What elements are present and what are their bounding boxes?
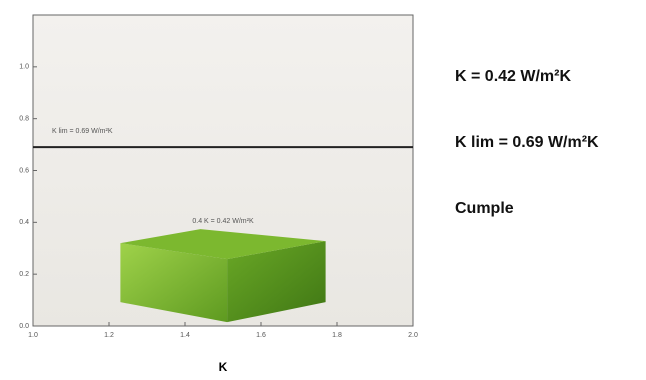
x-tick-label: 1.6 — [256, 332, 266, 339]
side-text: K = 0.42 W/m²K — [455, 68, 571, 85]
x-axis-label: K — [219, 360, 228, 374]
bar-value-label: 0.4 K = 0.42 W/m²K — [192, 218, 254, 225]
y-tick-label: 0.6 — [19, 167, 29, 174]
limit-label: K lim = 0.69 W/m²K — [52, 128, 113, 135]
y-tick-label: 0.0 — [19, 323, 29, 330]
y-tick-label: 0.8 — [19, 116, 29, 123]
y-tick-label: 0.4 — [19, 219, 29, 226]
x-tick-label: 1.2 — [104, 332, 114, 339]
x-tick-label: 1.4 — [180, 332, 190, 339]
x-tick-label: 1.8 — [332, 332, 342, 339]
y-tick-label: 1.0 — [19, 64, 29, 71]
y-tick-label: 0.2 — [19, 271, 29, 278]
side-text: K lim = 0.69 W/m²K — [455, 134, 599, 151]
x-tick-label: 2.0 — [408, 332, 418, 339]
x-tick-label: 1.0 — [28, 332, 38, 339]
chart: K K = 0.42 W/m²K K lim = 0.69 W/m²K Cump… — [0, 0, 646, 380]
side-text: Cumple — [455, 200, 514, 217]
